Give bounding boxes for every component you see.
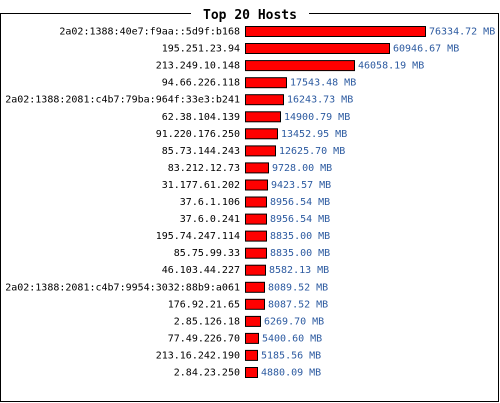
category-label: 2.85.126.18 bbox=[174, 316, 240, 327]
bar bbox=[245, 281, 265, 293]
value-label: 14900.79 MB bbox=[284, 112, 350, 123]
bar bbox=[245, 145, 276, 157]
category-label: 195.74.247.114 bbox=[156, 231, 240, 242]
chart-title: Top 20 Hosts bbox=[203, 8, 297, 23]
value-label: 8956.54 MB bbox=[270, 197, 330, 208]
category-label: 62.38.104.139 bbox=[162, 112, 240, 123]
category-label: 83.212.12.73 bbox=[168, 163, 240, 174]
category-label: 2a02:1388:2081:c4b7:9954:3032:88b9:a061 bbox=[5, 282, 240, 293]
category-label: 46.103.44.227 bbox=[162, 265, 240, 276]
category-label: 2a02:1388:40e7:f9aa::5d9f:b168 bbox=[59, 27, 240, 38]
category-label: 94.66.226.118 bbox=[162, 78, 240, 89]
category-label: 2a02:1388:2081:c4b7:79ba:964f:33e3:b241 bbox=[5, 95, 240, 106]
value-label: 8087.52 MB bbox=[268, 299, 328, 310]
bar bbox=[245, 298, 265, 310]
category-label: 213.249.10.148 bbox=[156, 61, 240, 72]
value-label: 8582.13 MB bbox=[269, 265, 329, 276]
value-label: 6269.70 MB bbox=[264, 316, 324, 327]
category-label: 195.251.23.94 bbox=[162, 44, 240, 55]
category-label: 37.6.0.241 bbox=[180, 214, 240, 225]
bar bbox=[245, 162, 269, 174]
chart-title-background bbox=[191, 4, 309, 24]
value-label: 9728.00 MB bbox=[272, 163, 332, 174]
value-label: 46058.19 MB bbox=[358, 61, 424, 72]
bar bbox=[245, 367, 258, 378]
category-label: 37.6.1.106 bbox=[180, 197, 240, 208]
category-label: 85.75.99.33 bbox=[174, 248, 240, 259]
value-label: 9423.57 MB bbox=[271, 180, 331, 191]
bar bbox=[245, 43, 390, 54]
category-label: 31.177.61.202 bbox=[162, 180, 240, 191]
value-label: 60946.67 MB bbox=[393, 44, 459, 55]
value-label: 17543.48 MB bbox=[290, 78, 356, 89]
value-label: 8956.54 MB bbox=[270, 214, 330, 225]
bar bbox=[245, 196, 267, 208]
bar bbox=[245, 128, 278, 140]
value-label: 12625.70 MB bbox=[279, 146, 345, 157]
bars-group: 2a02:1388:40e7:f9aa::5d9f:b168 76334.72 M… bbox=[5, 26, 495, 379]
category-label: 2.84.23.250 bbox=[174, 368, 240, 379]
bar bbox=[245, 264, 266, 276]
value-label: 8089.52 MB bbox=[268, 282, 328, 293]
value-label: 5400.60 MB bbox=[262, 333, 322, 344]
bar bbox=[245, 179, 268, 191]
category-label: 85.73.144.243 bbox=[162, 146, 240, 157]
bar bbox=[245, 26, 426, 37]
bar bbox=[245, 60, 355, 72]
bar bbox=[245, 213, 267, 225]
value-label: 16243.73 MB bbox=[287, 95, 353, 106]
value-label: 8835.00 MB bbox=[270, 231, 330, 242]
category-label: 77.49.226.70 bbox=[168, 333, 240, 344]
value-label: 76334.72 MB bbox=[429, 27, 495, 38]
category-label: 91.220.176.250 bbox=[156, 129, 240, 140]
bar bbox=[245, 94, 284, 106]
bar bbox=[245, 111, 281, 123]
bar bbox=[245, 349, 258, 361]
bar bbox=[245, 315, 261, 327]
bar bbox=[245, 332, 259, 344]
value-label: 5185.56 MB bbox=[261, 350, 321, 361]
bar bbox=[245, 77, 287, 89]
bar bbox=[245, 230, 267, 242]
value-label: 4880.09 MB bbox=[261, 368, 321, 379]
value-label: 13452.95 MB bbox=[281, 129, 347, 140]
category-label: 213.16.242.190 bbox=[156, 350, 240, 361]
value-label: 8835.00 MB bbox=[270, 248, 330, 259]
bar bbox=[245, 247, 267, 259]
category-label: 176.92.21.65 bbox=[168, 299, 240, 310]
